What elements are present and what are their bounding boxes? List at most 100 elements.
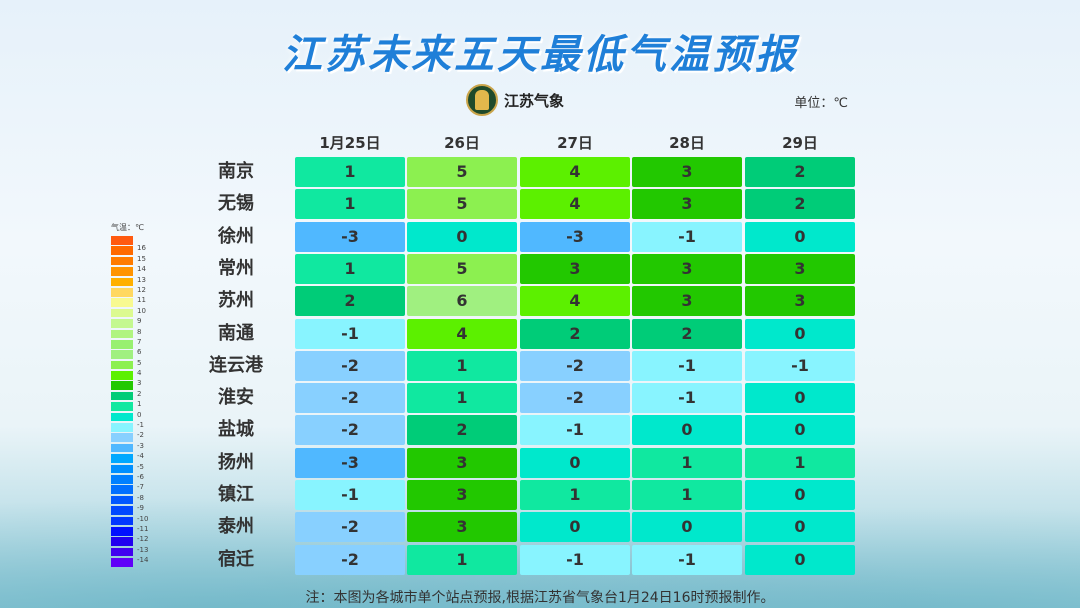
date-header: 27日 [557,134,593,152]
legend-swatch: -1 [111,421,144,432]
legend-swatch: -8 [111,494,144,505]
temperature-cell: 6 [407,286,517,317]
legend-swatch: 12 [111,286,146,297]
temperature-cell: 2 [407,415,517,446]
legend-swatch: -11 [111,525,148,536]
legend-swatch: 10 [111,307,146,318]
city-label: 徐州 [218,225,254,247]
unit-label: 单位：℃ [794,96,848,111]
legend-label: -7 [137,483,144,492]
temperature-cell: 5 [407,253,517,284]
temperature-cell: 0 [745,383,855,414]
temperature-cell: 2 [745,157,855,187]
temperature-cell: 2 [632,318,742,349]
legend-label: -1 [137,421,144,430]
temperature-cell: 3 [407,480,517,510]
temperature-cell: 1 [407,544,517,575]
temperature-cell: 2 [520,318,630,349]
temperature-cell: 0 [745,480,855,510]
legend-label: 1 [137,400,142,409]
temperature-cell: -1 [745,350,855,381]
city-label: 南京 [218,161,254,182]
city-label: 宿迁 [218,548,254,570]
temperature-cell: -1 [632,544,742,575]
legend-label: 0 [137,410,142,419]
legend-swatch: 6 [111,348,141,359]
temperature-cell: 3 [520,253,630,284]
date-header: 26日 [444,134,480,152]
temperature-cell: -3 [295,447,405,478]
temperature-cell: -3 [295,221,405,252]
temperature-cell: 3 [407,447,517,478]
date-header: 29日 [782,134,818,152]
legend-label: -14 [137,556,149,565]
temperature-cell: -2 [295,415,405,446]
temperature-cell: 3 [407,512,517,543]
legend-label: 16 [137,244,146,253]
date-header: 1月25日 [319,134,381,152]
legend-swatch: 2 [111,390,141,401]
legend-swatch: 7 [111,338,141,349]
logo-seal-icon [466,84,498,116]
legend-label: -12 [137,535,149,544]
city-label: 淮安 [218,387,254,409]
temperature-cell: -2 [295,512,405,543]
city-label: 常州 [218,257,254,279]
temperature-cell: -3 [520,221,630,252]
logo: 江苏气象 [466,84,564,116]
logo-text: 江苏气象 [504,91,565,110]
temperature-cell: -2 [295,544,405,575]
city-label: 扬州 [218,451,254,473]
legend-label: -10 [137,514,149,523]
legend-label: 12 [137,285,146,294]
city-label: 泰州 [218,516,254,538]
temperature-cell: 0 [520,447,630,478]
city-label: 镇江 [218,484,254,505]
legend-swatch: 9 [111,317,141,328]
temperature-cell: 0 [520,512,630,543]
temperature-cell: -1 [295,480,405,510]
city-label: 连云港 [209,354,263,376]
temperature-cell: 4 [520,286,630,317]
legend: 气温：℃ 16 15 14 13 12 11 10 9 8 7 6 5 4 3 2 1 0 -1 -2 -3 -4 -5-… [111,222,148,569]
temperature-cell: 1 [295,157,405,187]
temperature-cell: 0 [745,221,855,252]
legend-swatch: -3 [111,442,144,453]
legend-swatch: -7 [111,483,144,494]
city-label: 苏州 [218,290,254,312]
legend-swatch: 5 [111,359,141,370]
legend-label: 9 [137,317,142,326]
legend-label: -5 [137,462,144,471]
legend-swatch: -12 [111,535,148,546]
legend-swatch: 3 [111,379,141,391]
legend-swatch: -6 [111,473,144,484]
temperature-cell: 1 [632,480,742,510]
legend-label: -3 [137,441,144,450]
temperature-cell: -2 [520,350,630,381]
footnote: 注：本图为各城市单个站点预报,根据江苏省气象台1月24日16时预报制作。 [305,590,775,606]
legend-title: 气温：℃ [111,223,144,232]
temperature-cell: 1 [520,480,630,510]
temperature-cell: -1 [632,350,742,381]
temperature-cell: 4 [407,318,517,349]
legend-label: 14 [137,265,146,274]
temperature-cell: -1 [520,544,630,575]
temperature-cell: 1 [295,189,405,220]
temperature-cell: 1 [407,383,517,414]
temperature-cell: 0 [745,512,855,543]
legend-label: 4 [137,369,142,378]
legend-label: -11 [137,524,149,533]
legend-label: 6 [137,348,142,357]
legend-label: -6 [137,472,144,481]
temperature-cell: 3 [632,253,742,284]
temperature-cell: 5 [407,157,517,187]
temperature-cell: 3 [632,286,742,317]
date-header: 28日 [669,134,705,152]
temperature-cell: 0 [745,415,855,446]
temperature-cell: 2 [295,286,405,317]
legend-label: 2 [137,389,142,398]
legend-swatch: -13 [111,546,148,557]
legend-label: -4 [137,452,144,461]
temperature-cell: -2 [295,350,405,381]
legend-label: -13 [137,545,149,554]
